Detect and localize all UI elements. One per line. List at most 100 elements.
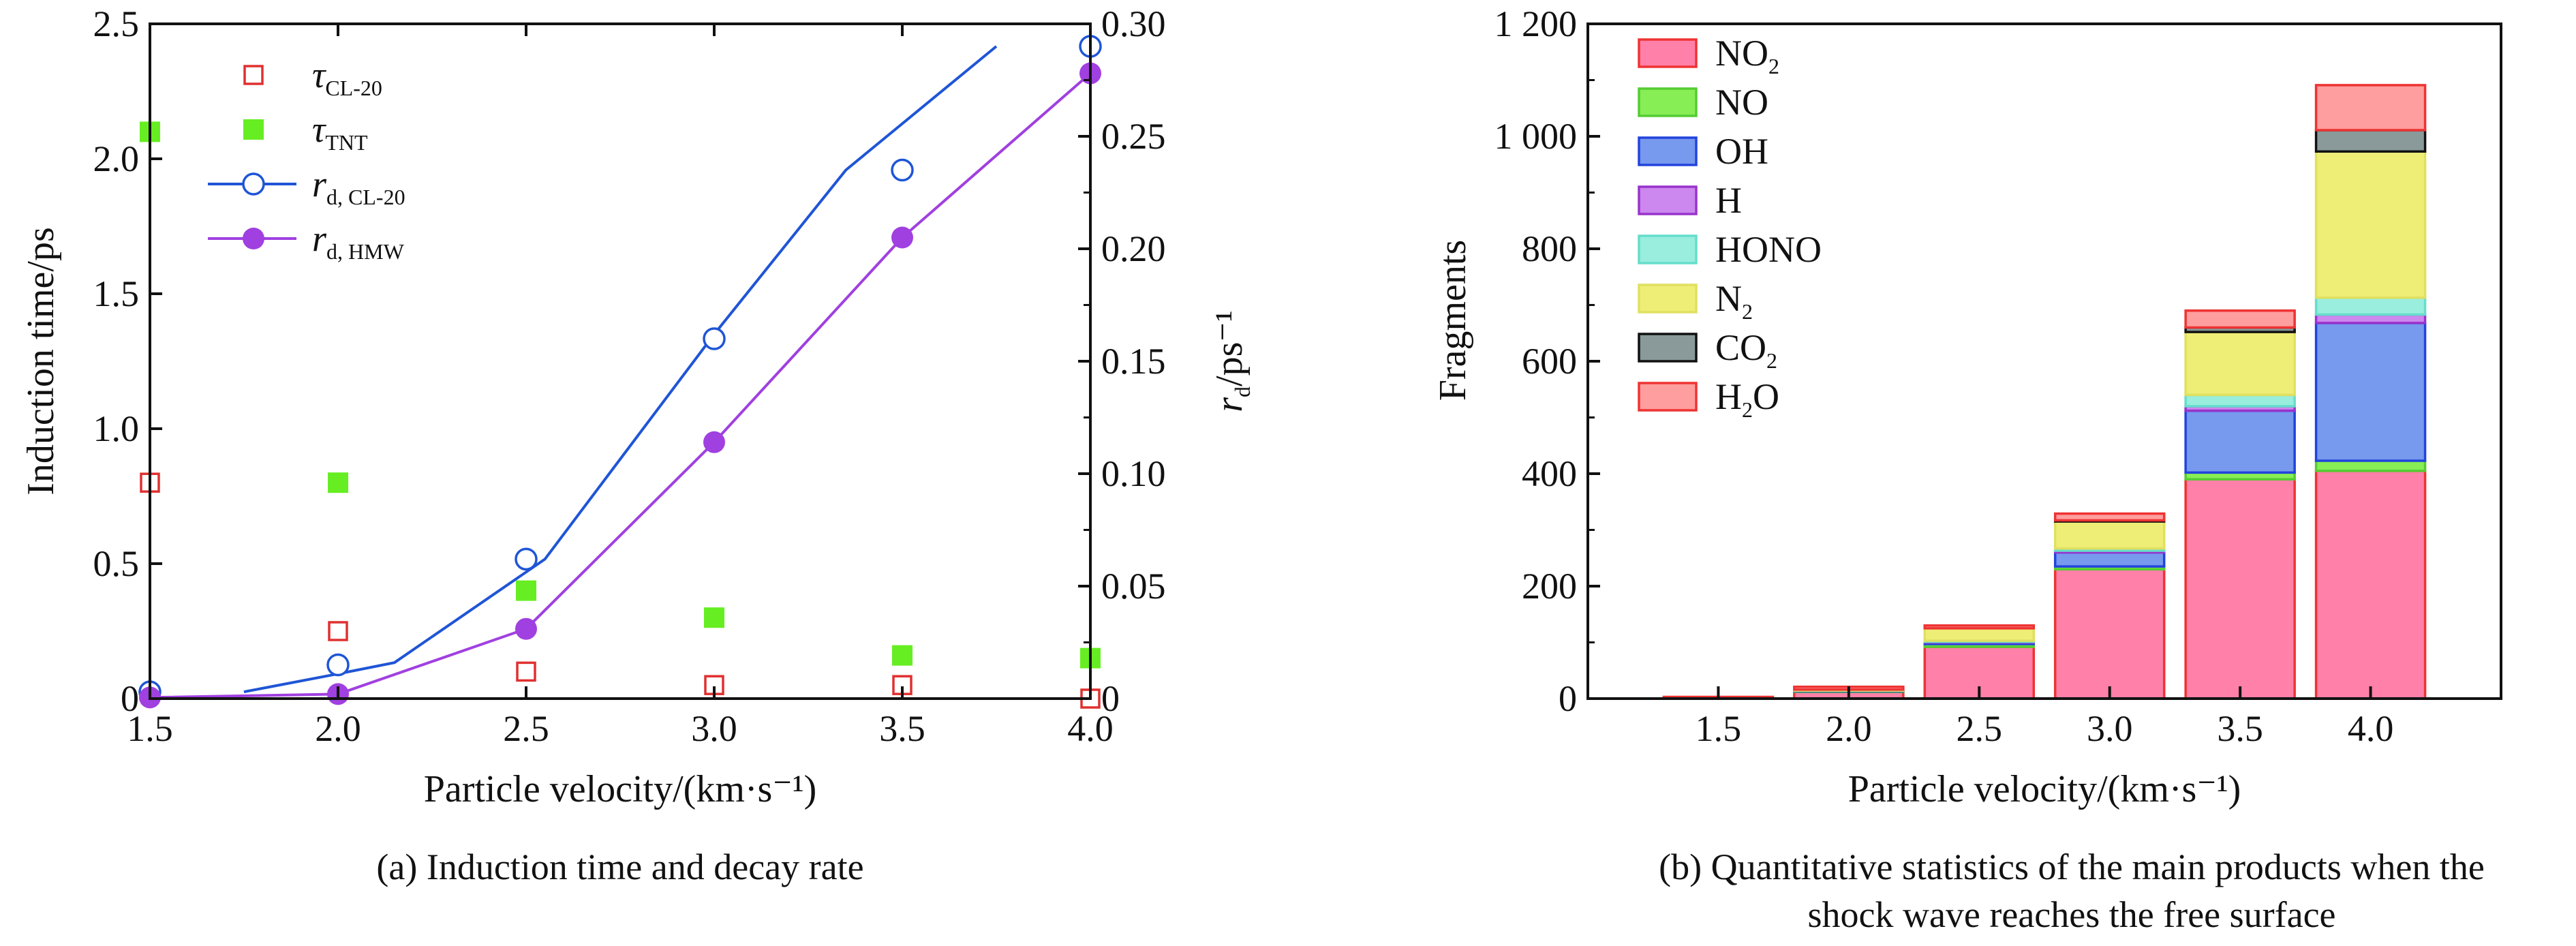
chart-b-xtick-label: 2.0 (1826, 708, 1872, 749)
chart-b-legend-label: H2O (1715, 376, 1779, 422)
legend-text: NO (1715, 33, 1768, 74)
chart-a-ytick-left-label: 0 (121, 678, 139, 719)
chart-a-legend-label: τCL-20 (312, 55, 382, 100)
chart-a-ytick-right-label: 0.25 (1101, 116, 1166, 157)
chart-b-legend-swatch (1638, 234, 1698, 264)
chart-b-xtick-label: 1.5 (1696, 708, 1742, 749)
chart-a-caption: (a) Induction time and decay rate (376, 846, 863, 887)
legend-subscript: 2 (1766, 348, 1777, 373)
chart-a-point (892, 645, 913, 666)
chart-a-ylabel-right-sub: d (1230, 386, 1255, 397)
chart-b-bar-segment (2184, 331, 2296, 397)
chart-b-marks (1662, 84, 2427, 700)
legend-subscript: 2 (1742, 299, 1753, 324)
chart-a-point (326, 653, 350, 677)
chart-b-legend-swatch (1638, 284, 1698, 314)
chart-b-legend-label: NO2 (1715, 33, 1779, 78)
chart-b-ylabel: Fragments (1432, 240, 1474, 401)
chart-a-point (891, 226, 913, 249)
chart-b-ytick-label: 200 (1522, 566, 1577, 607)
chart-a-marks (138, 35, 1102, 709)
legend-text: OH (1715, 131, 1768, 172)
chart-b-ytick-label: 600 (1522, 341, 1577, 382)
chart-b-ytick-label: 800 (1522, 228, 1577, 269)
chart-a-ytick-right-label: 0 (1101, 678, 1120, 719)
legend-subscript: d, HMW (326, 239, 405, 264)
chart-b-legend-label: NO (1715, 82, 1768, 123)
chart-a-point (515, 547, 538, 571)
chart-a-fit-line (149, 72, 1092, 699)
chart-a-ylabel-right: rd/ps⁻¹ (1208, 310, 1255, 412)
chart-a-point (328, 472, 348, 493)
chart-a: 1.5 2.0 2.5 3.0 3.5 4.000.51.01.52.02.500.050… (20, 3, 1255, 887)
chart-a-ytick-right-label: 0.20 (1101, 228, 1166, 269)
chart-a-ytick-right-label: 0.05 (1101, 566, 1166, 607)
legend-text: H (1715, 180, 1742, 221)
chart-a-ylabel-left: Induction time/ps (20, 227, 62, 495)
chart-b-ytick-label: 1 200 (1494, 3, 1578, 44)
chart-b-bar-segment (2184, 478, 2296, 700)
chart-a-ytick-left-label: 2.0 (93, 138, 140, 179)
chart-b-legend-swatch (1638, 38, 1698, 68)
chart-a-ytick-right-label: 0.15 (1101, 341, 1166, 382)
chart-a-point (703, 431, 725, 453)
legend-symbol: τ (312, 55, 326, 95)
chart-a-xlabel: Particle velocity/(km·s⁻¹) (424, 768, 817, 810)
chart-a-xtick-label: 2.0 (315, 708, 361, 749)
chart-b-xtick-label: 4.0 (2348, 708, 2394, 749)
chart-a-point (516, 661, 536, 682)
chart-a-legend-label: rd, HMW (312, 218, 405, 264)
chart-a-ticks: 1.5 2.0 2.5 3.0 3.5 4.000.51.01.52.02.500.050… (93, 3, 1166, 749)
legend-text: N (1715, 278, 1742, 319)
legend-text: NO (1715, 82, 1768, 123)
chart-a-xtick-label: 3.0 (691, 708, 737, 749)
chart-b-bar-segment (2314, 129, 2427, 153)
chart-a-point (891, 158, 914, 182)
chart-a-ytick-right-label: 0.10 (1101, 453, 1166, 494)
chart-b-bar-segment (2314, 296, 2427, 316)
chart-a-ylabel-right-unit: /ps⁻¹ (1208, 310, 1251, 386)
chart-b-legend-swatch (1638, 87, 1698, 117)
legend-text: CO (1715, 327, 1766, 368)
chart-a-legend-marker (243, 65, 264, 85)
chart-b-xtick-label: 2.5 (1957, 708, 2003, 749)
chart-b-bar-segment (2053, 568, 2166, 700)
chart-b-legend-label: HONO (1715, 229, 1822, 270)
chart-a-point (703, 327, 726, 350)
chart-b-legend-swatch (1638, 136, 1698, 166)
chart-a-point (515, 617, 537, 640)
chart-b-bar-segment (1923, 624, 2036, 630)
legend-text: HONO (1715, 229, 1822, 270)
chart-b-legend-swatch (1638, 382, 1698, 412)
legend-text-tail: O (1753, 376, 1779, 417)
chart-b-legend-swatch (1638, 333, 1698, 363)
chart-b-bar-segment (2314, 84, 2427, 132)
chart-b-xlabel: Particle velocity/(km·s⁻¹) (1848, 768, 2241, 810)
chart-a-legend-marker (243, 228, 264, 249)
chart-b-legend-label: OH (1715, 131, 1768, 172)
chart-b-caption-line1: (b) Quantitative statistics of the main … (1659, 846, 2485, 887)
chart-a-frame (149, 22, 1092, 700)
chart-a-ytick-left-label: 1.0 (93, 408, 140, 449)
legend-symbol: r (312, 218, 327, 259)
chart-b-caption-line2: shock wave reaches the free surface (1807, 894, 2335, 935)
chart-a-xtick-label: 2.5 (503, 708, 549, 749)
chart-b-legend-label: N2 (1715, 278, 1753, 324)
chart-a-legend-marker (242, 172, 265, 196)
chart-a-xtick-label: 3.5 (879, 708, 925, 749)
chart-b-bar-segment (2314, 470, 2427, 700)
chart-a-legend-label: τTNT (312, 109, 368, 155)
chart-b-xtick-label: 3.0 (2087, 708, 2133, 749)
chart-b-bar-segment (2184, 393, 2296, 408)
legend-subscript: TNT (325, 130, 368, 155)
chart-b-legend-label: H (1715, 180, 1742, 221)
chart-a-point (704, 675, 724, 695)
chart-a-ytick-right-label: 0.30 (1101, 3, 1166, 44)
chart-a-xtick-label: 1.5 (127, 708, 173, 749)
chart-b-legend-swatch (1638, 185, 1698, 215)
chart-a-ylabel-right-main: r (1208, 397, 1251, 412)
chart-b-legend-label: CO2 (1715, 327, 1777, 373)
